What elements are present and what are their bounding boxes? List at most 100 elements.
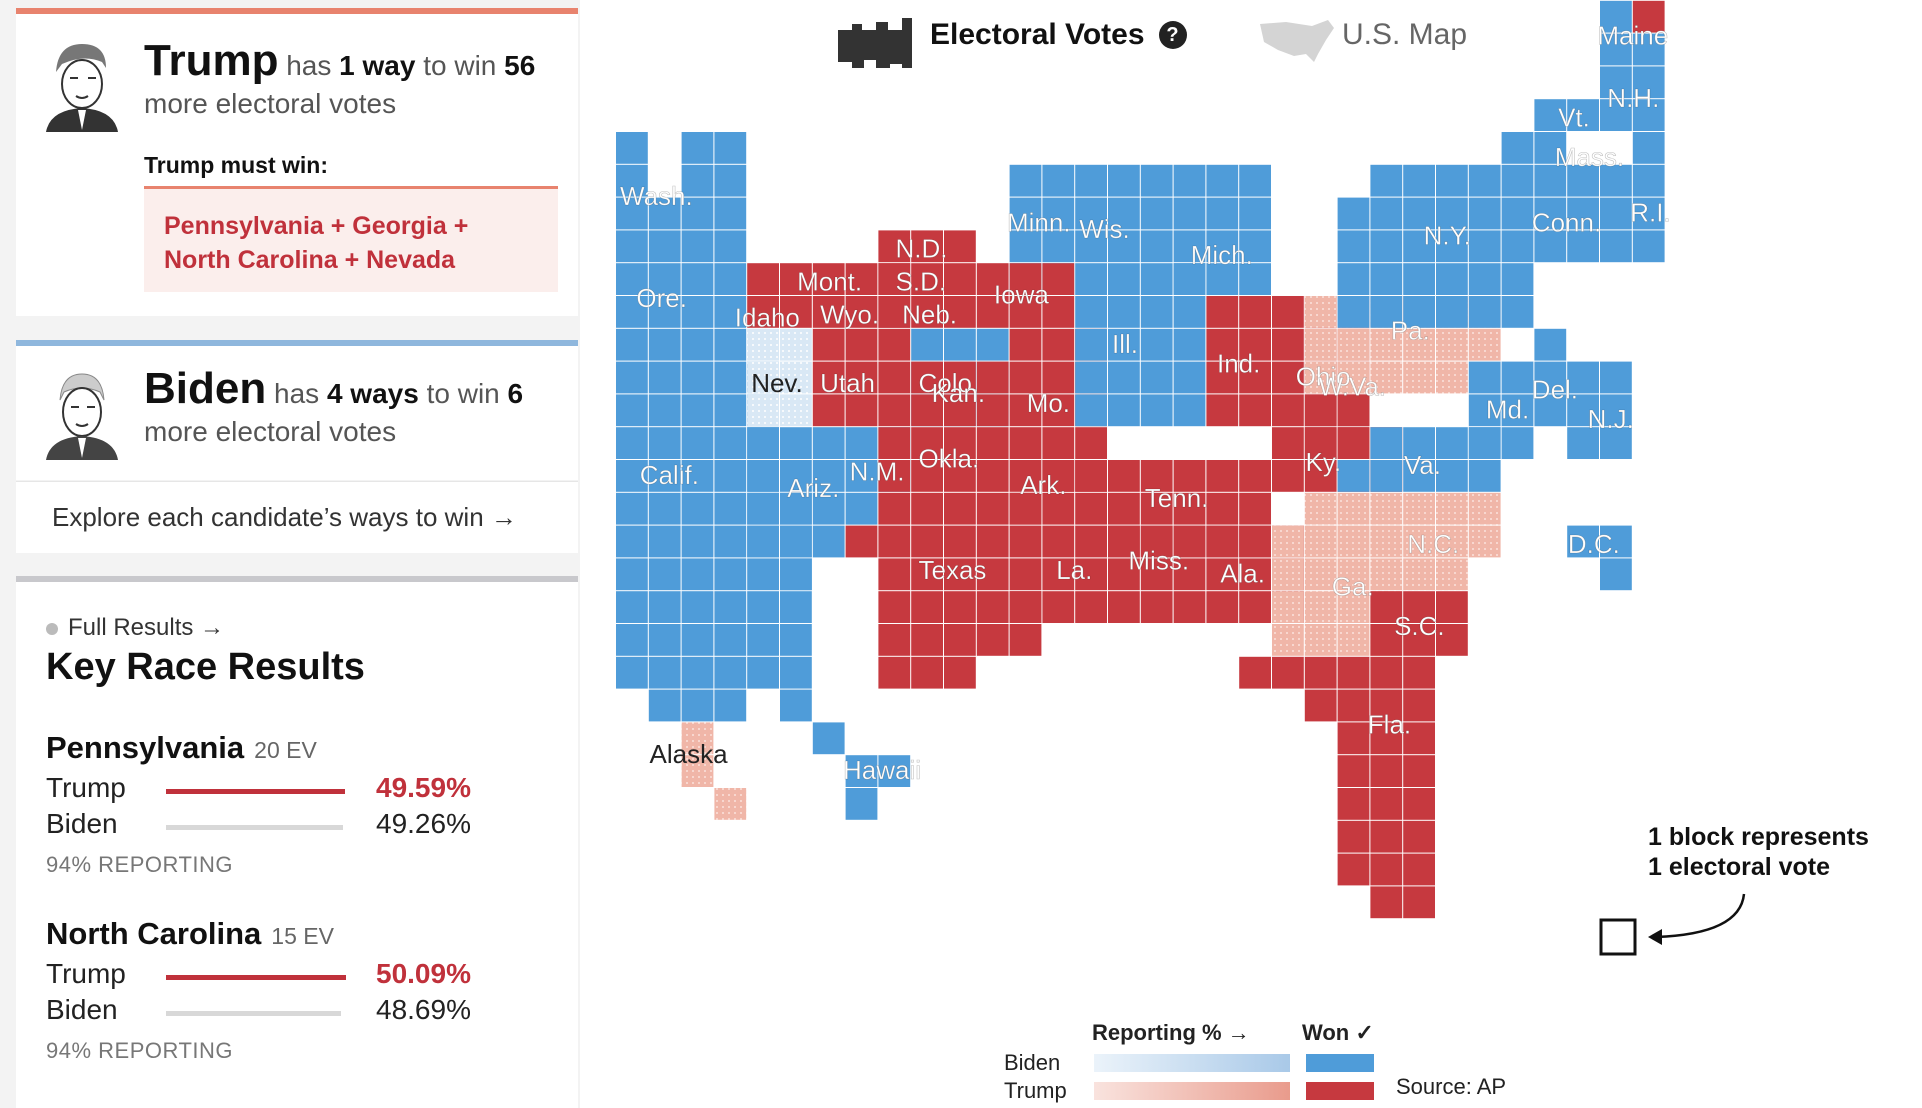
electoral-vote-block[interactable]: [1436, 624, 1468, 656]
electoral-vote-block[interactable]: [681, 722, 714, 755]
electoral-vote-block[interactable]: [1075, 197, 1107, 230]
electoral-vote-block[interactable]: [1567, 525, 1599, 558]
electoral-vote-block[interactable]: [1436, 558, 1468, 591]
electoral-vote-block[interactable]: [1239, 296, 1271, 328]
electoral-vote-block[interactable]: [1337, 558, 1370, 591]
electoral-vote-block[interactable]: [1534, 394, 1567, 427]
electoral-vote-block[interactable]: [1370, 755, 1403, 787]
electoral-vote-block[interactable]: [1206, 296, 1239, 328]
electoral-vote-block[interactable]: [1140, 328, 1173, 361]
electoral-vote-block[interactable]: [944, 427, 976, 459]
state-mass[interactable]: [1534, 132, 1665, 197]
electoral-vote-block[interactable]: [616, 263, 648, 295]
electoral-vote-block[interactable]: [878, 624, 911, 656]
electoral-vote-block[interactable]: [714, 132, 747, 164]
electoral-vote-block[interactable]: [911, 525, 943, 558]
electoral-vote-block[interactable]: [1534, 361, 1567, 394]
electoral-vote-block[interactable]: [1337, 230, 1370, 263]
electoral-votes-toggle[interactable]: Electoral Votes?: [838, 18, 1187, 68]
electoral-vote-block[interactable]: [1042, 460, 1075, 492]
electoral-vote-block[interactable]: [976, 460, 1009, 492]
electoral-vote-block[interactable]: [648, 263, 681, 295]
electoral-vote-block[interactable]: [1272, 460, 1304, 492]
electoral-vote-block[interactable]: [714, 394, 747, 427]
electoral-vote-block[interactable]: [1337, 492, 1370, 525]
electoral-vote-block[interactable]: [1009, 361, 1042, 394]
electoral-vote-block[interactable]: [1370, 656, 1403, 689]
electoral-vote-block[interactable]: [1173, 460, 1206, 492]
electoral-vote-block[interactable]: [1304, 591, 1337, 623]
electoral-vote-block[interactable]: [747, 558, 779, 591]
electoral-vote-block[interactable]: [911, 460, 943, 492]
electoral-vote-block[interactable]: [1600, 394, 1632, 427]
electoral-vote-block[interactable]: [1173, 296, 1206, 328]
state-mich[interactable]: [1173, 164, 1271, 295]
electoral-vote-block[interactable]: [812, 361, 845, 394]
electoral-vote-block[interactable]: [1272, 558, 1304, 591]
electoral-vote-block[interactable]: [878, 656, 911, 689]
electoral-vote-block[interactable]: [1304, 427, 1337, 459]
electoral-vote-block[interactable]: [1436, 460, 1468, 492]
electoral-vote-block[interactable]: [681, 689, 714, 722]
electoral-vote-block[interactable]: [1337, 197, 1370, 230]
electoral-vote-block[interactable]: [1140, 525, 1173, 558]
electoral-vote-block[interactable]: [911, 328, 943, 361]
electoral-vote-block[interactable]: [648, 427, 681, 459]
state-n-j[interactable]: [1567, 361, 1632, 459]
electoral-vote-block[interactable]: [681, 525, 714, 558]
electoral-vote-block[interactable]: [780, 394, 812, 427]
electoral-vote-block[interactable]: [1042, 197, 1075, 230]
electoral-vote-block[interactable]: [976, 296, 1009, 328]
electoral-vote-block[interactable]: [1239, 591, 1271, 623]
electoral-vote-block[interactable]: [747, 591, 779, 623]
electoral-vote-block[interactable]: [616, 230, 648, 263]
electoral-vote-block[interactable]: [1140, 263, 1173, 295]
electoral-vote-block[interactable]: [1206, 394, 1239, 427]
us-map-label[interactable]: U.S. Map: [1342, 18, 1468, 51]
electoral-vote-block[interactable]: [780, 328, 812, 361]
full-results-label[interactable]: Full Results →: [68, 614, 225, 641]
electoral-vote-block[interactable]: [944, 328, 976, 361]
state-n-h[interactable]: [1600, 66, 1665, 131]
electoral-vote-block[interactable]: [1370, 164, 1403, 197]
electoral-vote-block[interactable]: [1042, 394, 1075, 427]
us-map-toggle[interactable]: U.S. Map: [1260, 18, 1468, 62]
electoral-vote-block[interactable]: [1436, 525, 1468, 558]
electoral-vote-block[interactable]: [1403, 230, 1435, 263]
electoral-vote-block[interactable]: [616, 296, 648, 328]
electoral-vote-block[interactable]: [845, 394, 878, 427]
electoral-vote-block[interactable]: [1370, 427, 1403, 459]
electoral-vote-block[interactable]: [616, 394, 648, 427]
electoral-vote-block[interactable]: [681, 656, 714, 689]
electoral-vote-block[interactable]: [648, 525, 681, 558]
electoral-vote-block[interactable]: [944, 296, 976, 328]
electoral-vote-block[interactable]: [845, 755, 878, 787]
electoral-vote-block[interactable]: [616, 558, 648, 591]
electoral-vote-block[interactable]: [1206, 197, 1239, 230]
electoral-vote-block[interactable]: [1403, 361, 1435, 394]
help-icon[interactable]: ?: [1158, 21, 1187, 49]
electoral-vote-block[interactable]: [681, 197, 714, 230]
electoral-vote-block[interactable]: [1436, 263, 1468, 295]
electoral-vote-block[interactable]: [1501, 263, 1534, 295]
electoral-vote-block[interactable]: [911, 361, 943, 394]
electoral-vote-block[interactable]: [681, 591, 714, 623]
electoral-vote-block[interactable]: [911, 656, 943, 689]
electoral-vote-block[interactable]: [1337, 624, 1370, 656]
electoral-vote-block[interactable]: [1009, 460, 1042, 492]
biden-paths-card[interactable]: Biden has 4 ways to win 6 more electoral…: [16, 340, 578, 480]
electoral-vote-block[interactable]: [1403, 164, 1435, 197]
electoral-vote-block[interactable]: [1468, 164, 1501, 197]
electoral-vote-block[interactable]: [1501, 394, 1534, 427]
electoral-vote-block[interactable]: [780, 591, 812, 623]
electoral-vote-block[interactable]: [878, 394, 911, 427]
state-ill[interactable]: [1075, 263, 1206, 427]
electoral-vote-block[interactable]: [1042, 263, 1075, 295]
electoral-vote-block[interactable]: [1304, 296, 1337, 328]
explore-ways-link[interactable]: Explore each candidate’s ways to win →: [16, 481, 578, 553]
electoral-vote-block[interactable]: [714, 525, 747, 558]
electoral-vote-block[interactable]: [1304, 394, 1337, 427]
electoral-vote-block[interactable]: [1370, 361, 1403, 394]
electoral-vote-block[interactable]: [1272, 328, 1304, 361]
electoral-vote-block[interactable]: [1075, 361, 1107, 394]
